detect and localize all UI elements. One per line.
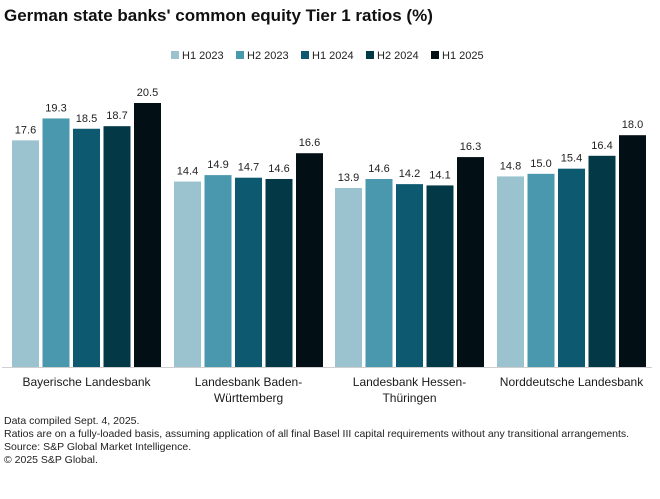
category-label-landesbank-hessen-th-ringen-line-1: Landesbank Hessen- [353,375,466,389]
value-label-landesbank-baden-w-rttemberg-h1-2024: 14.7 [238,162,259,174]
bar-landesbank-hessen-th-ringen-h1-2023 [335,187,362,367]
bar-norddeutsche-landesbank-h1-2024 [558,168,585,367]
value-label-bayerische-landesbank-h2-2024: 18.7 [106,110,127,122]
value-label-landesbank-hessen-th-ringen-h2-2023: 14.6 [368,163,389,175]
category-label-landesbank-baden-w-rttemberg-line-1: Landesbank Baden- [195,375,302,389]
value-label-norddeutsche-landesbank-h2-2023: 15.0 [530,158,551,170]
value-label-landesbank-hessen-th-ringen-h2-2024: 14.1 [429,169,450,181]
value-label-norddeutsche-landesbank-h1-2025: 18.0 [622,119,643,131]
value-label-landesbank-baden-w-rttemberg-h1-2025: 16.6 [299,137,320,149]
bar-landesbank-baden-w-rttemberg-h1-2024 [235,177,262,367]
legend-label-h1-2024: H1 2024 [312,50,354,62]
bar-landesbank-baden-w-rttemberg-h2-2023 [204,175,232,367]
bar-bayerische-landesbank-h1-2025 [134,103,161,367]
category-label-bayerische-landesbank: Bayerische Landesbank [22,375,151,389]
value-label-landesbank-baden-w-rttemberg-h2-2024: 14.6 [268,163,289,175]
bar-bayerische-landesbank-h1-2024 [73,128,100,367]
bar-bayerische-landesbank-h2-2024 [103,126,131,368]
legend-label-h2-2024: H2 2024 [377,50,419,62]
note-copyright: © 2025 S&P Global. [4,454,98,466]
chart-notes: Data compiled Sept. 4, 2025. Ratios are … [4,415,654,467]
legend-label-h2-2023: H2 2023 [247,50,289,62]
bar-landesbank-baden-w-rttemberg-h1-2023 [174,181,201,367]
bar-landesbank-hessen-th-ringen-h2-2024 [426,185,454,367]
note-basis: Ratios are on a fully-loaded basis, assu… [4,428,630,440]
bar-norddeutsche-landesbank-h2-2024 [588,155,616,367]
bar-norddeutsche-landesbank-h1-2025 [619,135,646,367]
bar-landesbank-hessen-th-ringen-h1-2025 [457,157,484,367]
value-label-bayerische-landesbank-h2-2023: 19.3 [45,102,66,114]
value-label-landesbank-hessen-th-ringen-h1-2023: 13.9 [338,172,359,184]
bar-norddeutsche-landesbank-h1-2023 [497,176,524,367]
value-label-norddeutsche-landesbank-h1-2024: 15.4 [561,153,582,165]
legend-swatch-h1-2023 [171,51,179,59]
value-label-norddeutsche-landesbank-h2-2024: 16.4 [591,140,612,152]
value-label-bayerische-landesbank-h1-2023: 17.6 [15,124,36,136]
note-source: Source: S&P Global Market Intelligence. [4,441,192,453]
legend-label-h1-2023: H1 2023 [182,50,224,62]
bar-bayerische-landesbank-h2-2023 [42,118,70,367]
bar-landesbank-baden-w-rttemberg-h1-2025 [296,153,323,367]
value-label-landesbank-hessen-th-ringen-h1-2025: 16.3 [460,141,481,153]
value-label-landesbank-baden-w-rttemberg-h1-2023: 14.4 [177,166,198,178]
category-label-norddeutsche-landesbank: Norddeutsche Landesbank [500,375,644,389]
bar-norddeutsche-landesbank-h2-2023 [527,173,555,367]
legend-swatch-h1-2025 [431,51,439,59]
category-label-landesbank-baden-w-rttemberg-line-2: Württemberg [214,391,283,405]
value-label-bayerische-landesbank-h1-2024: 18.5 [76,113,97,125]
bar-bayerische-landesbank-h1-2023 [12,140,39,367]
value-label-landesbank-hessen-th-ringen-h1-2024: 14.2 [399,168,420,180]
legend-swatch-h2-2023 [236,51,244,59]
chart-title: German state banks' common equity Tier 1… [4,6,433,25]
bar-landesbank-baden-w-rttemberg-h2-2024 [265,178,293,367]
bar-landesbank-hessen-th-ringen-h2-2023 [365,178,393,367]
bar-chart: H1 2023 H2 2023 H1 2024 H2 2024 H1 2025 17.6 1… [2,50,652,405]
legend-swatch-h2-2024 [366,51,374,59]
category-label-landesbank-hessen-th-ringen-line-2: Thüringen [382,391,436,405]
legend-swatch-h1-2024 [301,51,309,59]
legend-label-h1-2025: H1 2025 [442,50,484,62]
value-label-bayerische-landesbank-h1-2025: 20.5 [137,87,158,99]
note-date-compiled: Data compiled Sept. 4, 2025. [4,415,140,427]
value-label-norddeutsche-landesbank-h1-2023: 14.8 [500,160,521,172]
bar-landesbank-hessen-th-ringen-h1-2024 [396,184,423,367]
value-label-landesbank-baden-w-rttemberg-h2-2023: 14.9 [207,159,228,171]
legend: H1 2023 H2 2023 H1 2024 H2 2024 H1 2025 [171,50,484,62]
